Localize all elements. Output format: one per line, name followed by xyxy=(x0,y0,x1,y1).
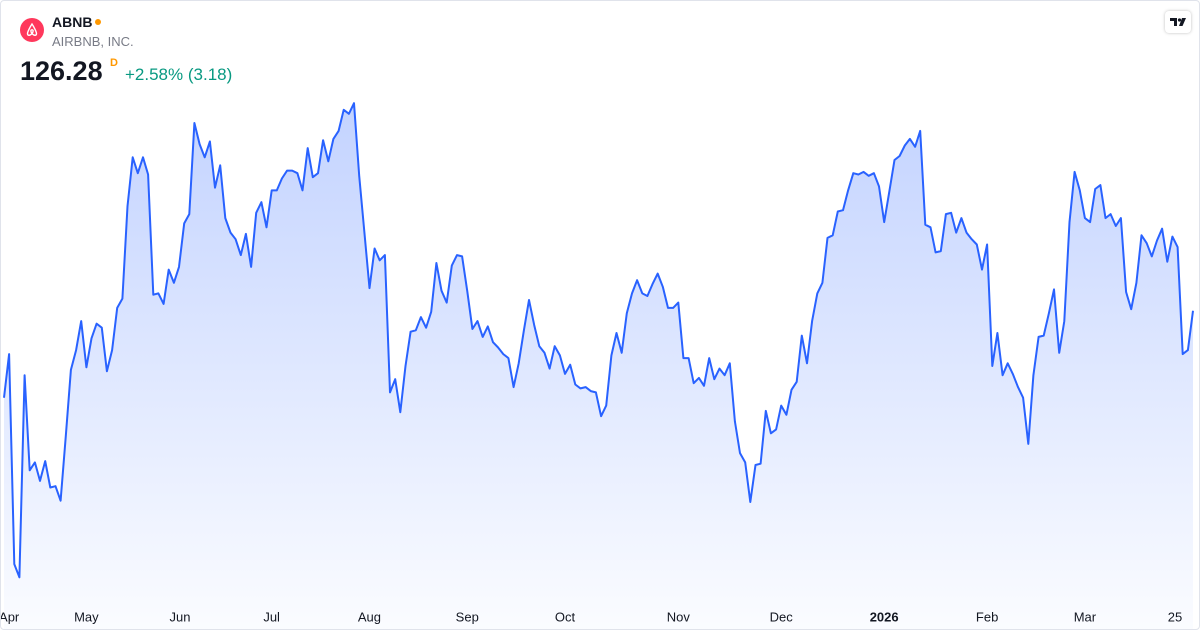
x-tick-label: Jul xyxy=(263,609,280,624)
tradingview-logo[interactable] xyxy=(1165,11,1191,33)
x-tick-label: Dec xyxy=(770,609,794,624)
logo-glyph xyxy=(26,22,38,36)
x-tick-label: 2026 xyxy=(870,609,899,624)
x-tick-label: 25 xyxy=(1168,609,1182,624)
x-tick-label: May xyxy=(74,609,99,624)
x-tick-label: Nov xyxy=(667,609,691,624)
x-tick-label: Apr xyxy=(1,609,20,624)
market-status-dot xyxy=(95,19,101,25)
last-price: 126.28 xyxy=(20,56,103,86)
area-fill xyxy=(4,103,1193,629)
price-flag: D xyxy=(110,57,118,69)
x-tick-label: Sep xyxy=(456,609,479,624)
company-name: AIRBNB, INC. xyxy=(52,34,134,49)
price-line xyxy=(3,102,1194,579)
symbol-logo xyxy=(20,18,44,42)
symbol[interactable]: ABNB xyxy=(52,14,93,30)
x-tick-label: Jun xyxy=(170,609,191,624)
price-change: +2.58% (3.18) xyxy=(125,65,233,84)
x-tick-label: Oct xyxy=(555,609,576,624)
x-tick-label: Mar xyxy=(1074,609,1097,624)
tv-glyph xyxy=(1170,18,1186,26)
x-tick-label: Aug xyxy=(358,609,381,624)
x-tick-label: Feb xyxy=(976,609,998,624)
